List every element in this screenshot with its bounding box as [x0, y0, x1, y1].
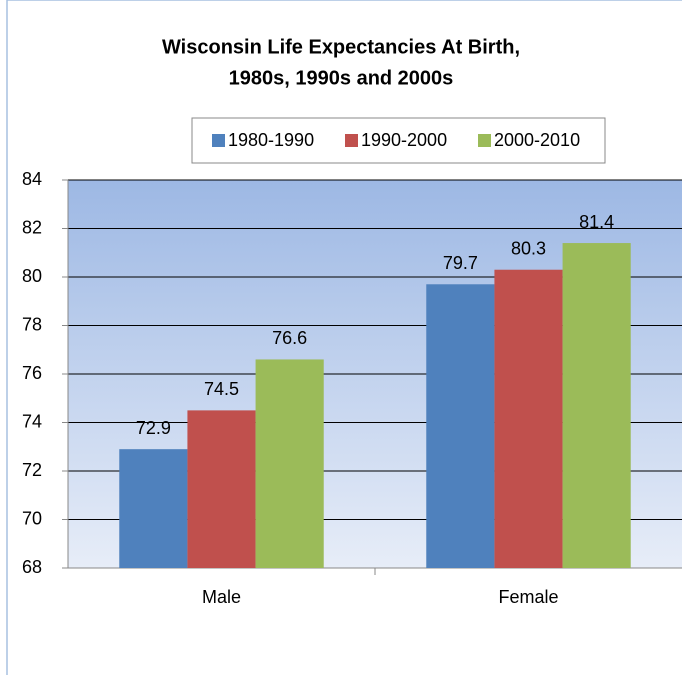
y-tick-label: 84 — [22, 169, 42, 189]
y-tick-label: 78 — [22, 314, 42, 334]
bar — [255, 359, 324, 568]
value-label: 74.5 — [204, 379, 239, 399]
bar — [562, 243, 631, 569]
x-tick-label: Male — [202, 587, 241, 607]
value-label: 76.6 — [272, 328, 307, 348]
legend-swatch — [478, 134, 491, 147]
x-tick-label: Female — [498, 587, 558, 607]
y-tick-label: 74 — [22, 411, 42, 431]
chart-title: Wisconsin Life Expectancies At Birth, — [162, 36, 520, 58]
value-label: 80.3 — [511, 238, 546, 258]
legend-swatch — [345, 134, 358, 147]
y-tick-label: 70 — [22, 508, 42, 528]
value-label: 72.9 — [136, 418, 171, 438]
value-label: 79.7 — [443, 253, 478, 273]
y-tick-label: 68 — [22, 557, 42, 577]
y-tick-label: 72 — [22, 460, 42, 480]
legend-label: 1980-1990 — [228, 130, 314, 150]
bar — [187, 410, 256, 568]
value-label: 81.4 — [579, 212, 614, 232]
legend-swatch — [212, 134, 225, 147]
bar — [119, 449, 188, 568]
bar — [494, 269, 563, 568]
legend-box — [191, 117, 606, 164]
legend-label: 2000-2010 — [494, 130, 580, 150]
y-tick-label: 80 — [22, 266, 42, 286]
y-tick-label: 76 — [22, 363, 42, 383]
legend-label: 1990-2000 — [361, 130, 447, 150]
chart-title: 1980s, 1990s and 2000s — [229, 67, 454, 89]
y-tick-label: 82 — [22, 217, 42, 237]
bar — [426, 284, 495, 568]
